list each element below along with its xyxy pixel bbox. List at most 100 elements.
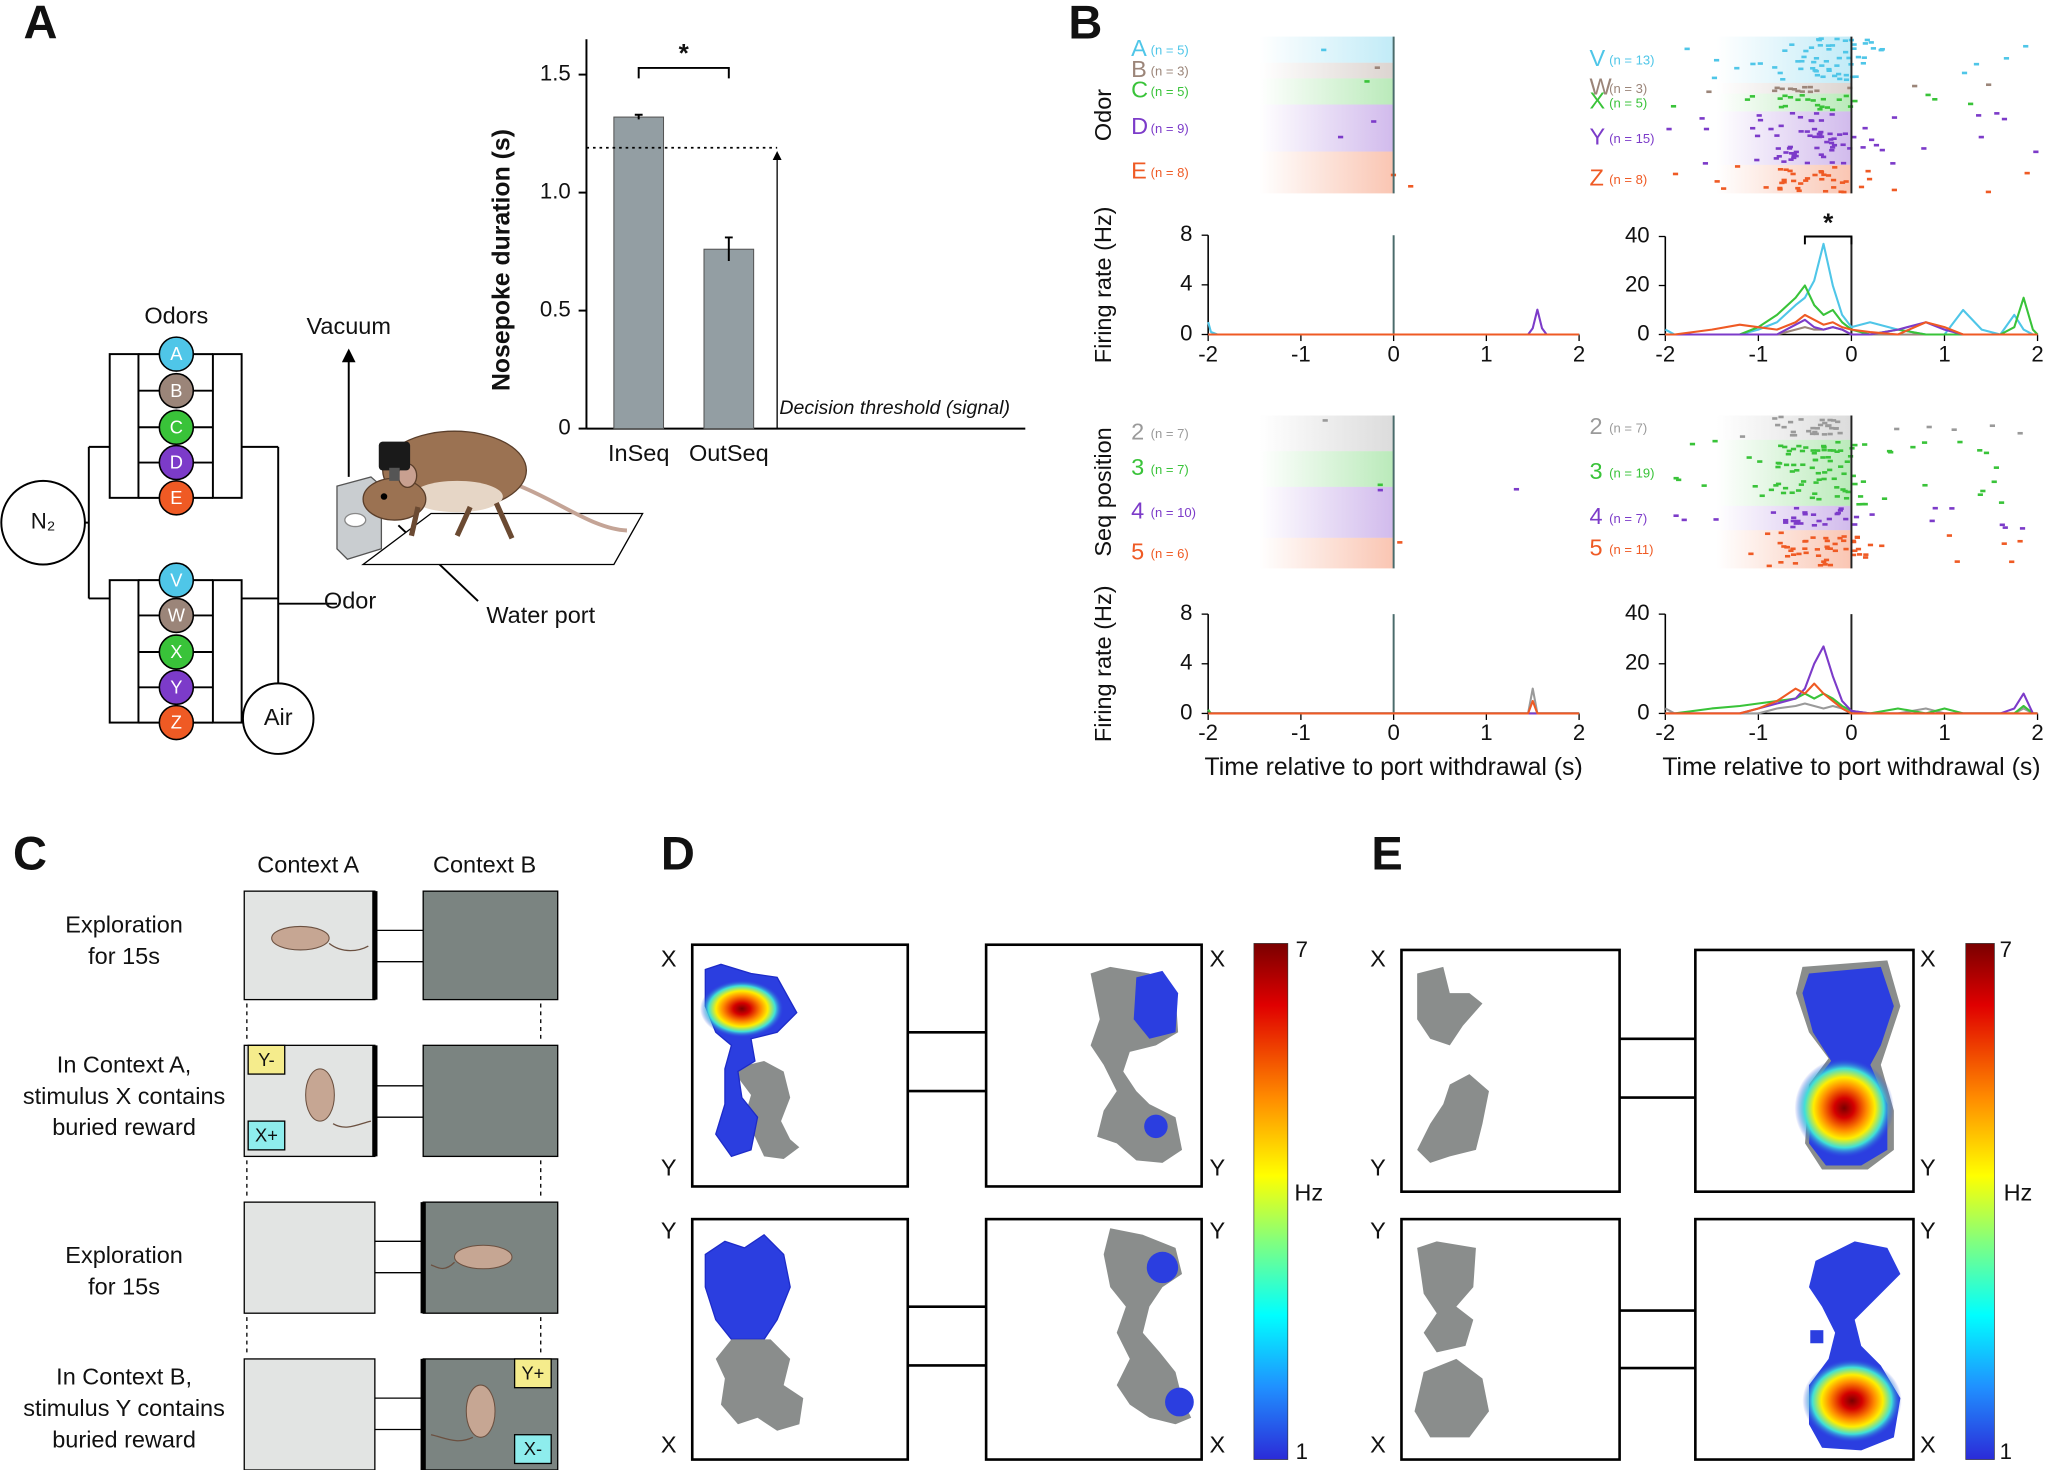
spike — [1831, 143, 1838, 147]
spike — [1838, 507, 1844, 510]
spike — [1820, 456, 1826, 459]
spike — [1847, 86, 1853, 90]
spike — [1786, 147, 1793, 150]
raster-row-count: (n = 7) — [1609, 420, 1647, 435]
spike — [1790, 553, 1797, 556]
odor-node-label: A — [170, 343, 183, 364]
spike — [1818, 135, 1825, 138]
spike — [2033, 150, 2039, 154]
spike — [1826, 67, 1832, 71]
odor-node — [158, 669, 195, 706]
spike — [1829, 44, 1836, 47]
spike — [1822, 471, 1828, 474]
row-text: Exploration — [65, 1242, 183, 1268]
context-diagram — [243, 890, 559, 1470]
spike — [1815, 554, 1822, 558]
spike — [1852, 443, 1858, 447]
spike — [1778, 531, 1784, 535]
corner-label: Y — [1209, 1217, 1225, 1243]
spike — [1926, 425, 1932, 429]
spike — [1763, 186, 1769, 189]
trace — [1665, 284, 2039, 336]
row-text: stimulus X contains — [23, 1083, 225, 1109]
spike — [1768, 127, 1774, 131]
spike — [1912, 84, 1918, 88]
raster-band — [1716, 36, 1852, 83]
spike — [1712, 439, 1718, 443]
water-port-label: Water port — [486, 602, 595, 628]
y-axis-title: Nosepoke duration (s) — [488, 129, 515, 391]
spike — [1985, 190, 1992, 194]
spike — [1754, 134, 1761, 138]
raster-band — [1259, 486, 1394, 538]
spike — [1798, 522, 1804, 525]
spike — [1703, 127, 1710, 131]
raster-band — [1716, 111, 1852, 165]
colorbar-tick: 1 — [1296, 1439, 1308, 1464]
raster-row-label: X — [1590, 88, 1606, 114]
x-tick-label: -2 — [1655, 720, 1675, 745]
x-tick-label: 1 — [1938, 341, 1950, 366]
spike — [1681, 518, 1687, 522]
odor-node — [158, 409, 195, 446]
trace — [1665, 682, 2038, 715]
spike — [1789, 43, 1795, 47]
y-tick-label: 0 — [558, 414, 570, 439]
rat-illustration — [336, 430, 644, 566]
x-tick-label: -1 — [1291, 720, 1311, 745]
x-tick-label: 2 — [1573, 341, 1585, 366]
cup-label: Y+ — [521, 1362, 544, 1383]
spike — [1842, 39, 1848, 43]
spike — [1954, 560, 1960, 563]
panel-label: A — [24, 0, 58, 49]
y-tick-label: 40 — [1625, 600, 1650, 625]
spike — [1843, 517, 1849, 521]
spike — [1858, 185, 1865, 189]
y-tick-label: 4 — [1180, 271, 1192, 296]
spike — [1746, 456, 1752, 459]
spike — [1891, 116, 1898, 119]
spike — [1784, 545, 1790, 549]
spike — [1822, 189, 1829, 193]
spike — [1791, 179, 1797, 183]
spike — [1824, 140, 1830, 144]
row-title: Seq position — [1090, 427, 1116, 556]
trace — [1208, 699, 1580, 715]
row-text: buried reward — [52, 1426, 196, 1452]
spike — [1787, 87, 1794, 91]
colorbar-label: Hz — [1294, 1179, 1323, 1205]
row-text: buried reward — [52, 1114, 196, 1140]
spike — [1976, 114, 1982, 117]
spike — [1828, 141, 1835, 145]
spike — [1814, 426, 1820, 430]
spike — [1856, 553, 1863, 556]
spike — [1666, 127, 1672, 131]
y-tick-label: 1.5 — [540, 60, 571, 85]
spike — [1734, 165, 1741, 168]
spike — [1967, 102, 1974, 106]
spike — [1809, 496, 1815, 500]
panel-label: E — [1371, 827, 1402, 880]
raster-band — [1259, 151, 1394, 194]
spike — [1816, 132, 1822, 136]
x-axis-title: Time relative to port withdrawal (s) — [1662, 754, 2040, 781]
odor-node-label: Z — [171, 712, 182, 733]
row-text: for 15s — [88, 1274, 160, 1300]
spike — [1670, 104, 1677, 108]
spike — [2001, 542, 2007, 545]
spike — [1821, 448, 1827, 452]
raster-row-count: (n = 5) — [1609, 95, 1647, 110]
spike — [1860, 146, 1866, 149]
cup-label: X+ — [255, 1125, 278, 1146]
spike — [1816, 497, 1822, 501]
spike — [1812, 430, 1818, 434]
spike — [1714, 180, 1720, 183]
row-text: stimulus Y contains — [23, 1395, 225, 1421]
spike — [1377, 483, 1383, 487]
spike — [1754, 158, 1760, 162]
trace — [1664, 242, 2038, 336]
spike — [1806, 429, 1812, 433]
raster-row-label: 2 — [1131, 419, 1144, 445]
odor-node-label: W — [168, 605, 186, 626]
spike — [1702, 162, 1709, 165]
